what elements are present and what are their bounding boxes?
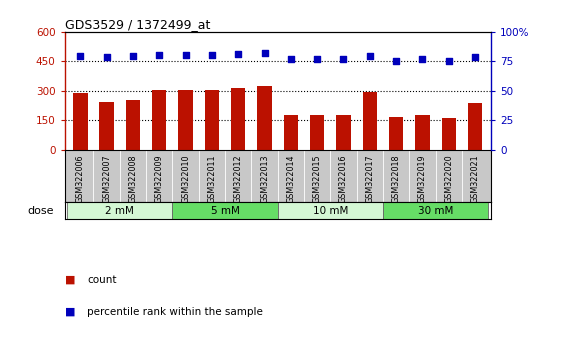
Text: GSM322014: GSM322014 xyxy=(286,154,295,202)
Text: 10 mM: 10 mM xyxy=(312,206,348,216)
Point xyxy=(128,53,137,59)
Point xyxy=(260,51,269,56)
Point xyxy=(312,56,321,62)
Bar xyxy=(126,100,140,150)
Bar xyxy=(178,90,193,150)
Text: GSM322007: GSM322007 xyxy=(102,154,111,202)
Text: GSM322006: GSM322006 xyxy=(76,154,85,202)
Text: ■: ■ xyxy=(65,275,75,285)
Text: GSM322015: GSM322015 xyxy=(312,154,321,202)
Text: dose: dose xyxy=(27,206,54,216)
Bar xyxy=(205,90,219,150)
Bar xyxy=(389,118,403,150)
Text: GSM322018: GSM322018 xyxy=(392,154,401,202)
Point xyxy=(392,58,401,64)
Text: GSM322008: GSM322008 xyxy=(128,154,137,202)
Text: 30 mM: 30 mM xyxy=(418,206,453,216)
Text: ■: ■ xyxy=(65,307,75,316)
Point xyxy=(418,56,427,62)
Point xyxy=(234,51,243,57)
Point xyxy=(102,55,111,60)
Bar xyxy=(152,90,167,150)
Text: GSM322019: GSM322019 xyxy=(418,154,427,202)
Text: GSM322020: GSM322020 xyxy=(444,154,453,202)
Bar xyxy=(99,102,114,150)
Point xyxy=(365,53,374,59)
Bar xyxy=(73,93,88,150)
Point xyxy=(339,57,348,62)
Text: percentile rank within the sample: percentile rank within the sample xyxy=(87,307,263,316)
Point xyxy=(208,53,217,58)
Text: GSM322017: GSM322017 xyxy=(365,154,374,202)
Bar xyxy=(310,115,324,150)
Bar xyxy=(67,202,172,219)
Text: GSM322021: GSM322021 xyxy=(471,154,480,202)
Text: 5 mM: 5 mM xyxy=(210,206,240,216)
Text: GSM322016: GSM322016 xyxy=(339,154,348,202)
Bar xyxy=(231,88,246,150)
Point xyxy=(471,55,480,60)
Point xyxy=(155,52,164,58)
Text: GDS3529 / 1372499_at: GDS3529 / 1372499_at xyxy=(65,18,210,31)
Bar xyxy=(442,118,456,150)
Text: GSM322011: GSM322011 xyxy=(208,154,217,202)
Text: 2 mM: 2 mM xyxy=(105,206,134,216)
Bar xyxy=(257,86,272,150)
Bar xyxy=(468,103,482,150)
Bar xyxy=(284,115,298,150)
Bar xyxy=(336,115,351,150)
Bar xyxy=(415,115,430,150)
Bar xyxy=(172,202,278,219)
Text: GSM322010: GSM322010 xyxy=(181,154,190,202)
Bar xyxy=(383,202,488,219)
Text: GSM322012: GSM322012 xyxy=(234,154,243,202)
Bar xyxy=(278,202,383,219)
Text: GSM322009: GSM322009 xyxy=(155,154,164,202)
Bar xyxy=(362,92,377,150)
Point xyxy=(181,53,190,58)
Point xyxy=(76,53,85,59)
Point xyxy=(444,58,453,64)
Text: count: count xyxy=(87,275,117,285)
Point xyxy=(286,57,295,62)
Text: GSM322013: GSM322013 xyxy=(260,154,269,202)
